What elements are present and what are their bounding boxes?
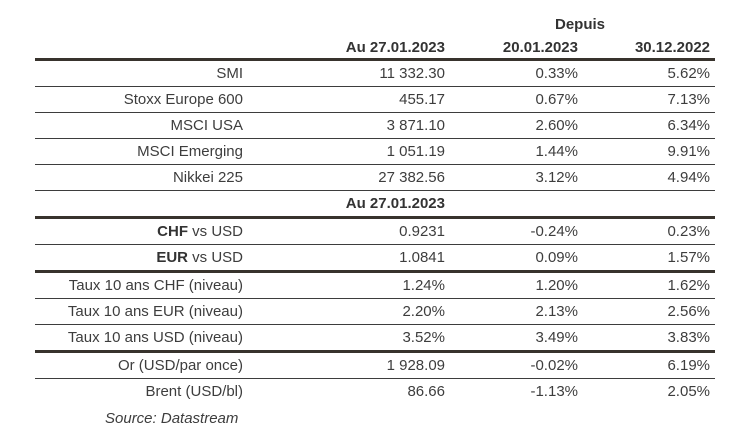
row-value-since-1: 0.33% xyxy=(535,65,578,82)
row-value-current: 3.52% xyxy=(402,329,445,346)
row-value-since-2: 3.83% xyxy=(667,329,711,346)
row-label: Or (USD/par once) xyxy=(117,357,243,374)
row-label: EUR vs USD xyxy=(35,245,245,272)
row-value-since-1: 0.09% xyxy=(535,249,578,266)
row-label: CHF vs USD xyxy=(35,218,245,245)
row-value-since-2: 7.13% xyxy=(667,91,711,108)
table-row-smi: SMI 11 332.30 0.33% 5.62% xyxy=(35,60,716,87)
table-row-taux-eur: Taux 10 ans EUR (niveau) 2.20% 2.13% 2.5… xyxy=(35,299,716,325)
row-value-since-1: 2.13% xyxy=(535,303,578,320)
table-row-taux-chf: Taux 10 ans CHF (niveau) 1.24% 1.20% 1.6… xyxy=(35,272,716,299)
row-value-since-1: -1.13% xyxy=(530,383,578,400)
currency-pair-suffix: vs USD xyxy=(187,223,243,240)
row-value-current: 1.24% xyxy=(402,277,445,294)
table-row-nikkei: Nikkei 225 27 382.56 3.12% 4.94% xyxy=(35,165,716,191)
header-spacer xyxy=(245,12,445,36)
currency-pair-suffix: vs USD xyxy=(187,249,243,266)
subheader-date-label: Au 27.01.2023 xyxy=(345,195,445,212)
market-data-table: Depuis Au 27.01.2023 20.01.2023 30.12.20… xyxy=(35,12,716,405)
table-row-or: Or (USD/par once) 1 928.09 -0.02% 6.19% xyxy=(35,352,716,379)
depuis-header-row: Depuis xyxy=(35,12,715,36)
row-value-since-2: 4.94% xyxy=(667,169,711,186)
subheader-row: Au 27.01.2023 xyxy=(35,191,716,218)
table-row-msci-emerging: MSCI Emerging 1 051.19 1.44% 9.91% xyxy=(35,139,716,165)
row-value-since-1: 3.49% xyxy=(535,329,578,346)
column-header-current: Au 27.01.2023 xyxy=(345,38,445,56)
table-row-msci-usa: MSCI USA 3 871.10 2.60% 6.34% xyxy=(35,113,716,139)
row-value-since-2: 1.57% xyxy=(667,249,711,266)
row-value-current: 27 382.56 xyxy=(378,169,445,186)
row-label: Taux 10 ans USD (niveau) xyxy=(67,329,243,346)
row-value-since-2: 9.91% xyxy=(667,143,711,160)
row-label: Brent (USD/bl) xyxy=(145,383,243,400)
source-note: Source: Datastream xyxy=(105,410,239,427)
row-value-since-2: 1.62% xyxy=(667,277,711,294)
row-value-current: 1 928.09 xyxy=(386,357,445,374)
header-spacer xyxy=(35,12,245,36)
row-label: Taux 10 ans CHF (niveau) xyxy=(68,277,243,294)
row-label: MSCI Emerging xyxy=(137,143,243,160)
row-value-current: 3 871.10 xyxy=(386,117,445,134)
row-label: MSCI USA xyxy=(170,117,243,134)
row-value-since-2: 6.19% xyxy=(667,357,711,374)
table-row-taux-usd: Taux 10 ans USD (niveau) 3.52% 3.49% 3.8… xyxy=(35,325,716,352)
table-row-brent: Brent (USD/bl) 86.66 -1.13% 2.05% xyxy=(35,379,715,405)
row-value-current: 1 051.19 xyxy=(386,143,445,160)
row-value-since-1: -0.24% xyxy=(530,223,578,240)
row-value-since-1: 3.12% xyxy=(535,169,578,186)
table-row-eur-usd: EUR vs USD 1.0841 0.09% 1.57% xyxy=(35,245,716,272)
row-value-since-1: 1.20% xyxy=(535,277,578,294)
row-label: Taux 10 ans EUR (niveau) xyxy=(67,303,243,320)
row-label: Stoxx Europe 600 xyxy=(123,91,243,108)
row-value-current: 2.20% xyxy=(402,303,445,320)
row-value-since-2: 6.34% xyxy=(667,117,711,134)
column-header-since-1: 20.01.2023 xyxy=(502,38,578,56)
row-value-since-2: 0.23% xyxy=(667,223,711,240)
row-value-since-1: 2.60% xyxy=(535,117,578,134)
row-value-current: 1.0841 xyxy=(399,249,445,266)
row-value-current: 86.66 xyxy=(407,383,445,400)
row-value-since-1: -0.02% xyxy=(530,357,578,374)
row-value-since-2: 2.05% xyxy=(667,383,711,400)
row-label: Nikkei 225 xyxy=(172,169,243,186)
column-header-since-2: 30.12.2022 xyxy=(634,38,711,56)
row-value-since-1: 1.44% xyxy=(535,143,578,160)
row-value-since-1: 0.67% xyxy=(535,91,578,108)
depuis-label: Depuis xyxy=(555,15,606,33)
market-table-container: Depuis Au 27.01.2023 20.01.2023 30.12.20… xyxy=(35,12,716,430)
header-spacer xyxy=(35,36,245,60)
row-value-current: 11 332.30 xyxy=(379,65,445,82)
row-value-current: 455.17 xyxy=(399,91,445,108)
subheader-spacer xyxy=(578,191,715,218)
date-header-row: Au 27.01.2023 20.01.2023 30.12.2022 xyxy=(35,36,716,60)
currency-code: EUR xyxy=(156,249,188,266)
subheader-spacer xyxy=(35,191,245,218)
row-value-since-2: 5.62% xyxy=(667,65,711,82)
subheader-spacer xyxy=(445,191,578,218)
table-row-stoxx: Stoxx Europe 600 455.17 0.67% 7.13% xyxy=(35,87,716,113)
row-value-current: 0.9231 xyxy=(399,223,445,240)
row-value-since-2: 2.56% xyxy=(667,303,711,320)
currency-code: CHF xyxy=(157,223,188,240)
table-row-chf-usd: CHF vs USD 0.9231 -0.24% 0.23% xyxy=(35,218,716,245)
row-label: SMI xyxy=(216,65,243,82)
